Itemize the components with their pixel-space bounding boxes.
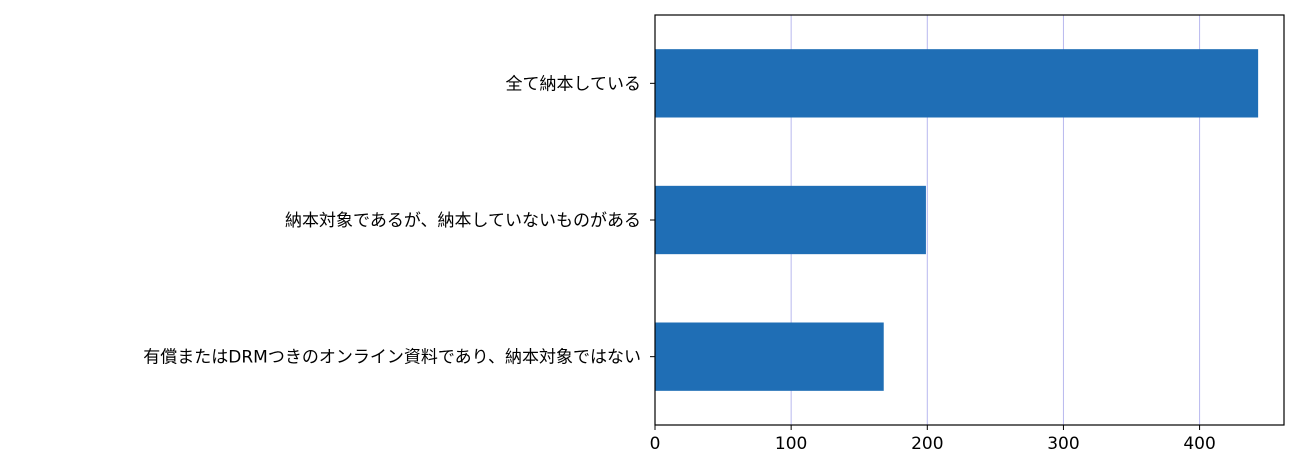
bar — [655, 185, 926, 255]
category-label: 納本対象であるが、納本していないものがある — [285, 211, 641, 231]
bars — [655, 49, 1259, 391]
category-label: 全て納本している — [506, 74, 642, 94]
x-tick-label: 200 — [911, 434, 943, 454]
x-tick-label: 400 — [1183, 434, 1215, 454]
x-tick-label: 100 — [775, 434, 807, 454]
bar — [655, 322, 884, 391]
bar — [655, 49, 1259, 118]
x-tick-label: 300 — [1047, 434, 1079, 454]
x-tick-label: 0 — [650, 434, 661, 454]
category-labels: 全て納本している納本対象であるが、納本していないものがある有償またはDRMつきの… — [143, 74, 641, 367]
category-label: 有償またはDRMつきのオンライン資料であり、納本対象ではない — [143, 348, 641, 368]
x-axis-ticks: 0 100 200 300 400 — [650, 82, 1216, 454]
